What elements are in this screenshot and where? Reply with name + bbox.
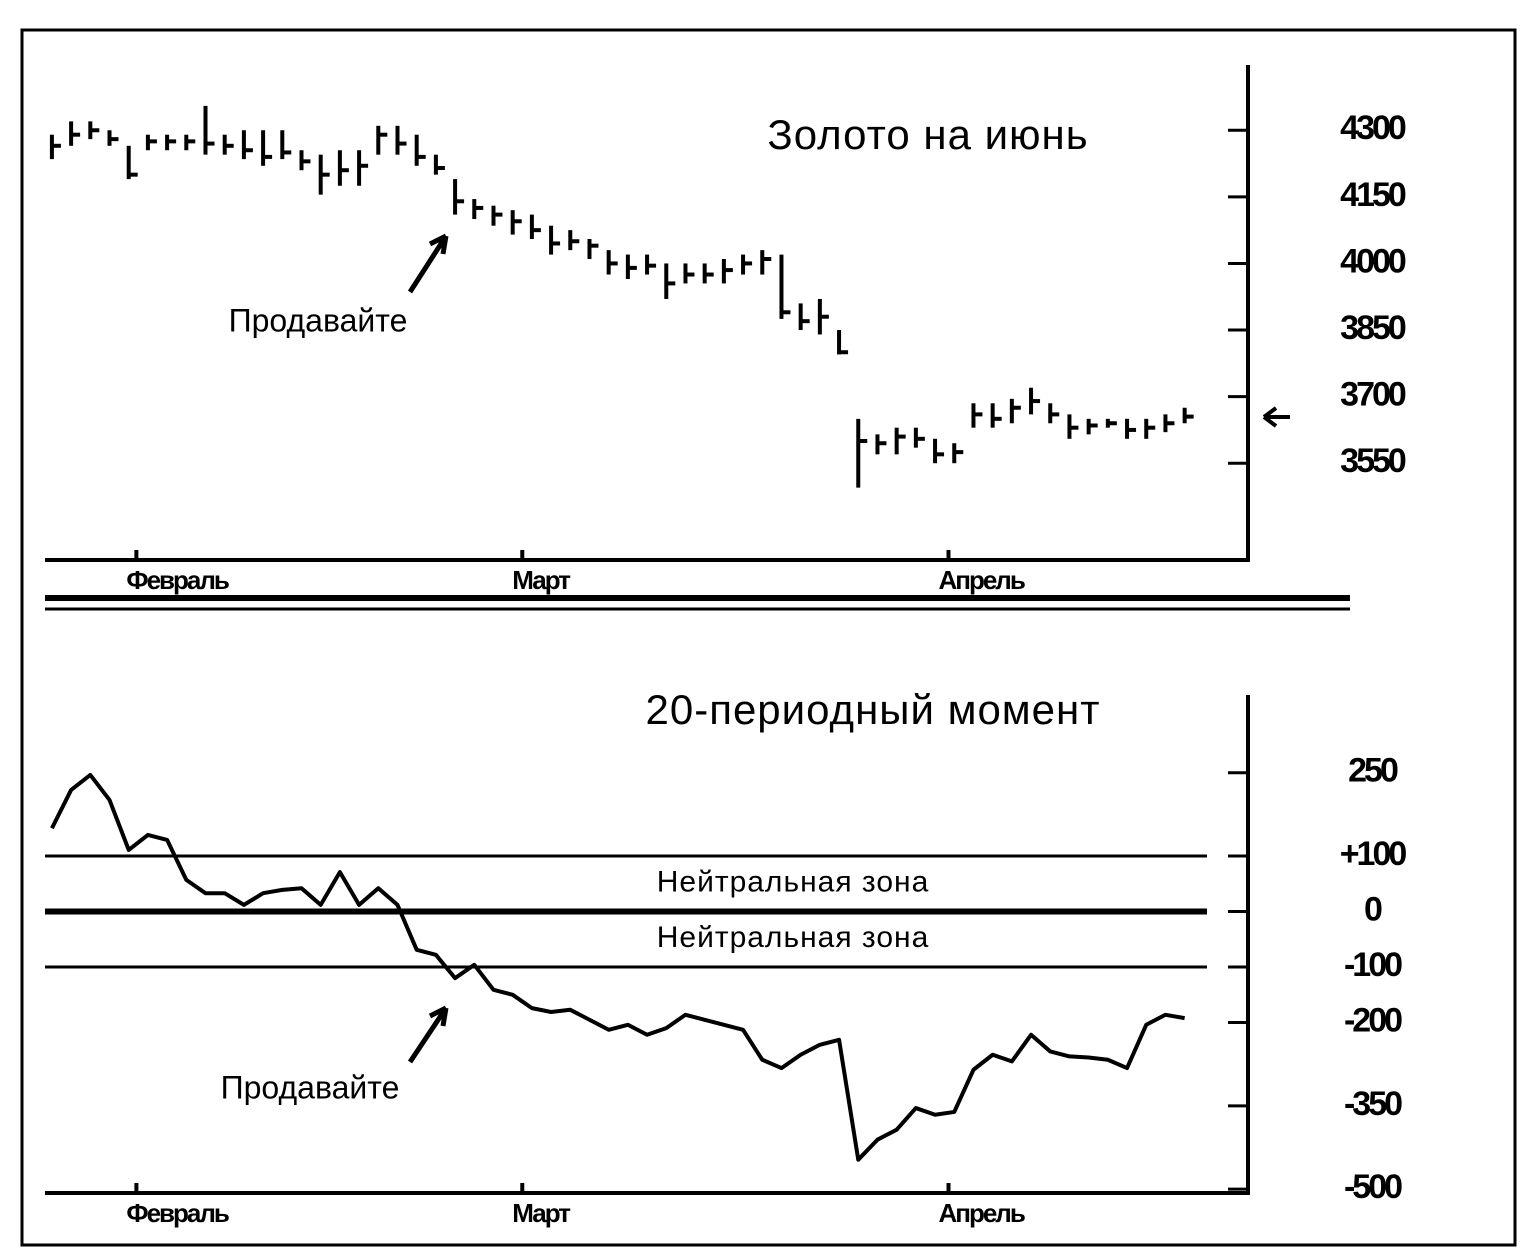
y-tick-label: 3700 xyxy=(1340,376,1406,414)
y-tick-label: 4300 xyxy=(1340,109,1406,147)
annotation-arrow xyxy=(407,233,449,294)
y-tick-label: -500 xyxy=(1344,1168,1402,1206)
y-tick-label: 0 xyxy=(1364,891,1382,929)
annotation-arrow xyxy=(407,1005,449,1064)
price-marker xyxy=(1262,406,1290,428)
zone-label: Нейтральная зона xyxy=(657,921,930,954)
y-tick-label: 4000 xyxy=(1340,242,1406,280)
x-tick-label: Март xyxy=(512,1198,571,1228)
y-tick-label: 4150 xyxy=(1340,176,1406,214)
annotation: Продавайте xyxy=(221,1069,400,1105)
frame xyxy=(20,28,1517,1247)
x-tick-label: Апрель xyxy=(938,1198,1024,1228)
chart-title: 20-периодный момент xyxy=(646,686,1101,733)
zone-label: Нейтральная зона xyxy=(657,866,930,899)
momentum-line xyxy=(50,772,1185,1162)
y-tick-label: +100 xyxy=(1340,835,1407,873)
annotation: Продавайте xyxy=(229,302,408,338)
x-tick-label: Февраль xyxy=(126,565,228,595)
plots: 3550 3700 3850 4000 4150 4300 Февраль Март Апрел… xyxy=(45,65,1409,1228)
y-tick-label: 3550 xyxy=(1340,442,1406,480)
x-tick-label: Март xyxy=(512,565,571,595)
y-tick-label: -200 xyxy=(1344,1002,1402,1040)
y-tick-label: -350 xyxy=(1344,1085,1402,1123)
y-tick-label: -100 xyxy=(1344,946,1402,984)
chart-title: Золото на июнь xyxy=(767,111,1088,158)
y-tick-label: 250 xyxy=(1348,752,1398,790)
x-tick-label: Февраль xyxy=(126,1198,228,1228)
x-tick-label: Апрель xyxy=(938,565,1024,595)
y-tick-label: 3850 xyxy=(1340,309,1406,347)
